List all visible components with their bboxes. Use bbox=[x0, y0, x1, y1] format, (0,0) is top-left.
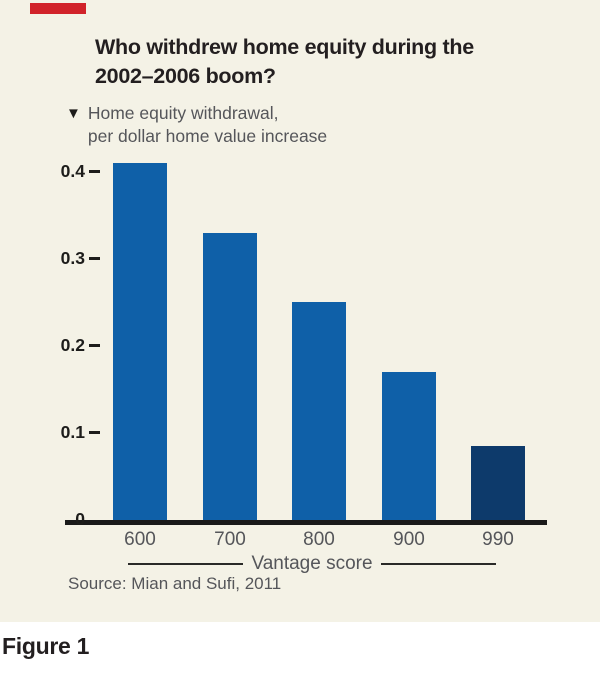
x-axis-caption: Vantage score bbox=[128, 552, 496, 576]
x-axis-line bbox=[65, 520, 547, 525]
source-note: Source: Mian and Sufi, 2011 bbox=[68, 574, 282, 593]
figure-label: Figure 1 bbox=[2, 633, 90, 659]
legend-text: Home equity withdrawal, per dollar home v… bbox=[88, 102, 327, 148]
legend-line-1: Home equity withdrawal, bbox=[87, 103, 279, 123]
bar-600 bbox=[113, 163, 167, 520]
y-tick-dash bbox=[89, 257, 100, 260]
legend-line-2: per dollar home value increase bbox=[87, 126, 328, 146]
x-axis-label: Vantage score bbox=[251, 553, 373, 574]
bar-990 bbox=[471, 446, 525, 520]
y-tick-label-0: 0 bbox=[75, 509, 85, 529]
down-triangle-icon: ▼ bbox=[66, 105, 81, 122]
chart-legend: ▼ Home equity withdrawal, per dollar home … bbox=[66, 102, 486, 148]
x-tick-label-990: 990 bbox=[482, 529, 514, 550]
bar-900 bbox=[382, 372, 436, 520]
bar-chart: Vantage score 0 0.1 0.2 0.3 0.4 600 700 800 900 9… bbox=[60, 161, 547, 576]
y-tick-dash bbox=[89, 431, 100, 434]
caption-rule-left bbox=[128, 563, 244, 565]
x-tick-label-800: 800 bbox=[303, 529, 335, 550]
bar-700 bbox=[203, 233, 257, 520]
x-tick-label-700: 700 bbox=[214, 529, 246, 550]
red-accent-tab bbox=[30, 3, 86, 14]
caption-rule-right bbox=[380, 563, 496, 565]
y-tick-dash bbox=[89, 344, 100, 347]
chart-panel: Who withdrew home equity during the 2002… bbox=[0, 0, 600, 622]
y-tick-dash bbox=[89, 170, 100, 173]
x-tick-label-900: 900 bbox=[393, 529, 425, 550]
y-tick-label-0.3: 0.3 bbox=[60, 248, 85, 268]
y-tick-label-0.2: 0.2 bbox=[60, 335, 85, 355]
chart-title-line-1: Who withdrew home equity during the bbox=[95, 35, 474, 59]
chart-title: Who withdrew home equity during the 2002… bbox=[95, 33, 515, 91]
y-tick-label-0.1: 0.1 bbox=[60, 422, 85, 442]
x-tick-label-600: 600 bbox=[124, 529, 156, 550]
chart-title-line-2: 2002–2006 boom? bbox=[95, 64, 276, 88]
bar-800 bbox=[292, 302, 346, 520]
y-tick-label-0.4: 0.4 bbox=[60, 161, 85, 181]
